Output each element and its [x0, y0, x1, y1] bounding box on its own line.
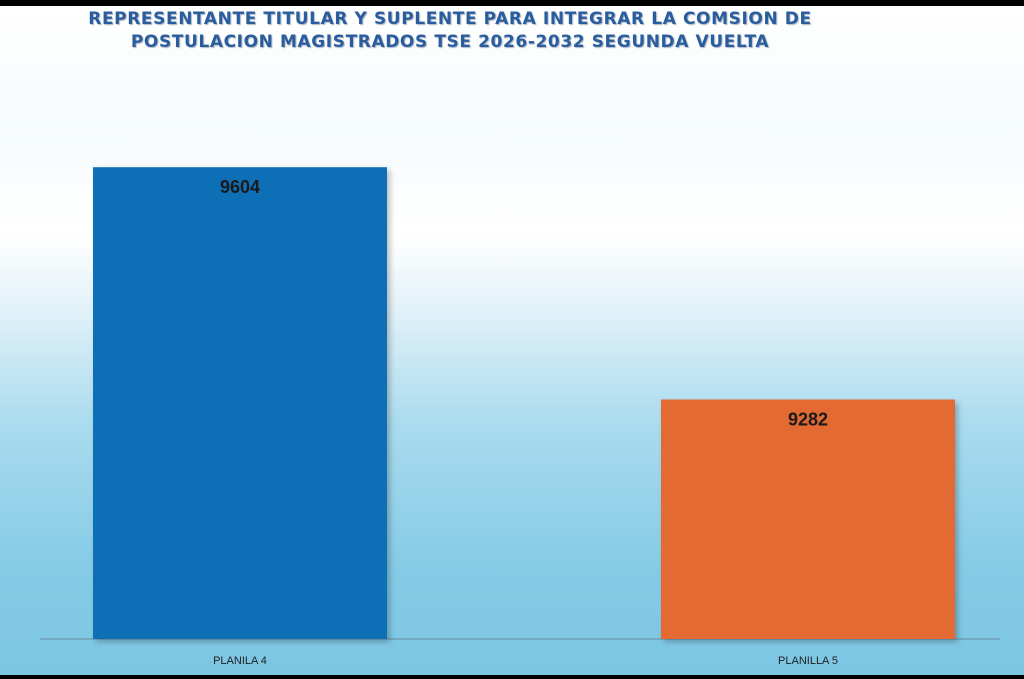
- data-label-1: 9604: [220, 177, 260, 197]
- bar-1: [93, 167, 387, 639]
- data-label-2: 9282: [788, 410, 828, 430]
- bar-chart: 9604 9282 PLANILA 4 PLANILLA 5: [40, 167, 1000, 667]
- x-tick-label-1: PLANILA 4: [213, 655, 267, 667]
- bar-2: [661, 399, 955, 639]
- chart-frame: REPRESENTANTE TITULAR Y SUPLENTE PARA IN…: [0, 6, 1024, 675]
- chart-title-line-2: POSTULACION MAGISTRADOS TSE 2026-2032 SE…: [130, 32, 770, 52]
- x-tick-label-2: PLANILLA 5: [778, 655, 838, 667]
- chart-title-line-1: REPRESENTANTE TITULAR Y SUPLENTE PARA IN…: [88, 9, 812, 29]
- chart-title: REPRESENTANTE TITULAR Y SUPLENTE PARA IN…: [0, 8, 900, 54]
